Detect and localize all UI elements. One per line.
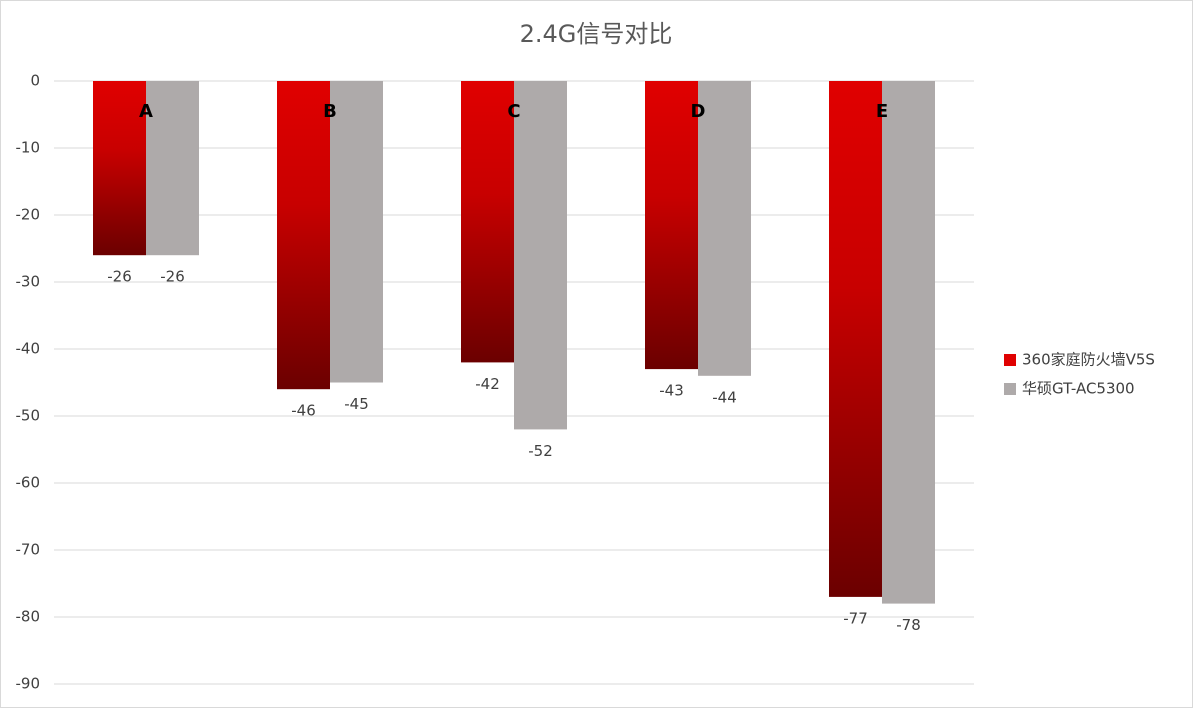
bar (698, 81, 751, 376)
bar (882, 81, 935, 604)
legend-swatch (1004, 383, 1016, 395)
bar (645, 81, 698, 370)
y-tick-label: -30 (16, 273, 41, 291)
category-label: B (323, 101, 337, 122)
data-label: -26 (160, 268, 185, 286)
bar (93, 81, 146, 256)
data-label: -43 (659, 382, 684, 400)
y-tick-label: -40 (16, 340, 41, 358)
legend-swatch (1004, 354, 1016, 366)
y-tick-label: -70 (16, 541, 41, 559)
bar (146, 81, 199, 256)
bar (277, 81, 330, 390)
data-label: -77 (843, 609, 868, 627)
data-label: -78 (896, 616, 921, 634)
data-label: -44 (712, 388, 737, 406)
bar (514, 81, 567, 430)
data-label: -46 (291, 402, 316, 420)
y-tick-label: -90 (16, 675, 41, 693)
category-label: C (507, 101, 520, 122)
data-label: -52 (528, 442, 553, 460)
bar (461, 81, 514, 363)
category-label: D (691, 101, 706, 122)
y-tick-label: -50 (16, 407, 41, 425)
data-label: -45 (344, 395, 369, 413)
y-tick-label: -10 (16, 139, 41, 157)
y-tick-label: 0 (30, 72, 40, 90)
data-label: -26 (107, 268, 132, 286)
data-label: -42 (475, 375, 500, 393)
category-label: E (876, 101, 888, 122)
bar (829, 81, 882, 597)
y-tick-label: -60 (16, 474, 41, 492)
legend-label: 360家庭防火墙V5S (1022, 351, 1155, 369)
category-label: A (139, 101, 153, 122)
bar (330, 81, 383, 383)
legend-label: 华硕GT-AC5300 (1022, 380, 1135, 398)
chart-title: 2.4G信号对比 (520, 20, 673, 48)
y-tick-label: -80 (16, 608, 41, 626)
y-tick-label: -20 (16, 206, 41, 224)
